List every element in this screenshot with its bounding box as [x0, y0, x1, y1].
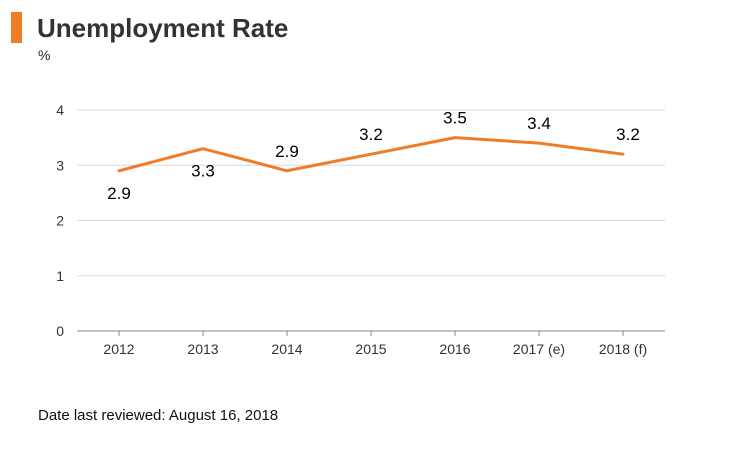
x-tick-label: 2018 (f) [599, 341, 647, 357]
x-tick-label: 2013 [187, 341, 218, 357]
x-tick-label: 2015 [355, 341, 386, 357]
y-tick-label: 1 [56, 268, 64, 284]
y-tick-label: 4 [56, 102, 64, 118]
y-tick-label: 3 [56, 157, 64, 173]
data-label: 2.9 [275, 142, 299, 161]
data-label: 3.4 [527, 114, 551, 133]
x-tick-label: 2016 [439, 341, 470, 357]
date-reviewed-note: Date last reviewed: August 16, 2018 [38, 407, 279, 424]
data-label: 2.9 [107, 184, 131, 203]
data-label: 3.2 [616, 125, 640, 144]
data-label: 3.5 [443, 109, 467, 128]
y-axis-unit: % [38, 47, 51, 63]
x-tick-label: 2014 [271, 341, 302, 357]
data-label: 3.3 [191, 162, 215, 181]
page-title: Unemployment Rate [37, 13, 289, 43]
series-line [117, 136, 625, 173]
x-tick-label: 2017 (e) [513, 341, 565, 357]
data-label: 3.2 [359, 125, 383, 144]
y-tick-label: 2 [56, 213, 64, 229]
y-tick-label: 0 [56, 323, 64, 339]
x-tick-label: 2012 [103, 341, 134, 357]
title-accent-bar [11, 12, 22, 43]
